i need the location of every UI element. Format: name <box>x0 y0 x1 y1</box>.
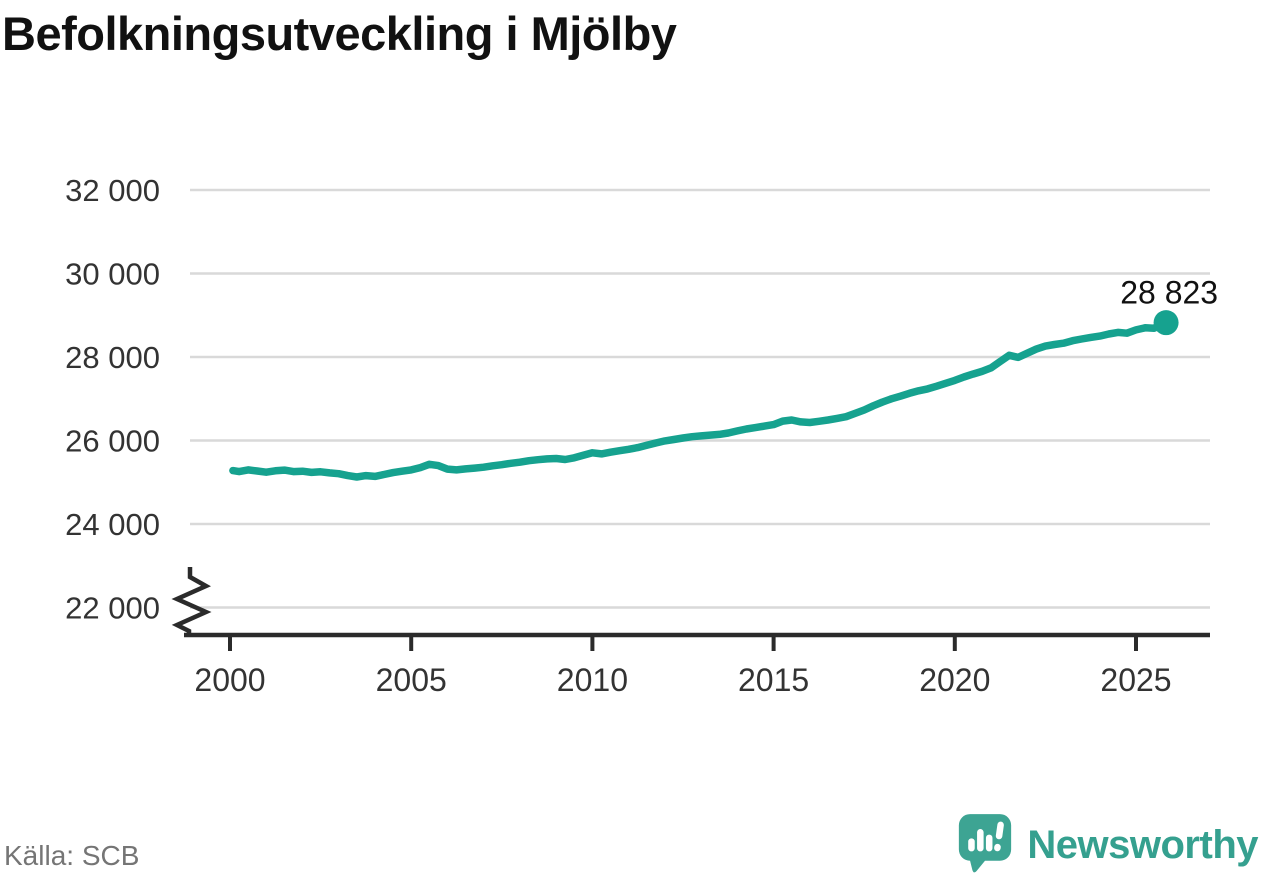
newsworthy-logo[interactable]: Newsworthy <box>957 812 1258 879</box>
source-note: Källa: SCB <box>4 840 140 871</box>
x-tick-label-2000: 2000 <box>194 662 265 698</box>
chart-title: Befolkningsutveckling i Mjölby <box>2 7 677 60</box>
population-line-chart: 22 000 24 000 26 000 28 000 30 000 32 000 2000… <box>65 173 1219 698</box>
y-tick-label-32000: 32 000 <box>65 173 160 208</box>
newsworthy-wordmark: Newsworthy <box>1027 823 1258 867</box>
series-end-dot <box>1153 310 1179 336</box>
y-tick-label-28000: 28 000 <box>65 340 160 375</box>
x-tick-label-2020: 2020 <box>919 662 990 698</box>
y-tick-label-24000: 24 000 <box>65 507 160 542</box>
axis-break-icon <box>171 567 212 636</box>
y-tick-label-30000: 30 000 <box>65 257 160 292</box>
x-tick-label-2015: 2015 <box>738 662 809 698</box>
newsworthy-speech-bubble-chart-icon <box>957 812 1013 879</box>
y-tick-label-22000: 22 000 <box>65 591 160 626</box>
end-value-label: 28 823 <box>1120 275 1218 311</box>
population-series-line <box>229 318 1170 481</box>
x-tick-label-2005: 2005 <box>376 662 447 698</box>
x-tick-label-2010: 2010 <box>557 662 628 698</box>
y-tick-label-26000: 26 000 <box>65 424 160 459</box>
x-tick-label-2025: 2025 <box>1100 662 1171 698</box>
